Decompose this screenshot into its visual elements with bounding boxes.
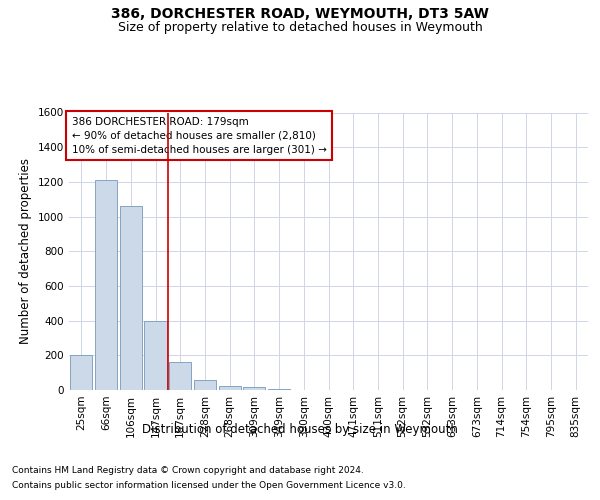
Bar	[243, 388, 265, 390]
Text: Size of property relative to detached houses in Weymouth: Size of property relative to detached ho…	[118, 21, 482, 34]
Text: Contains HM Land Registry data © Crown copyright and database right 2024.: Contains HM Land Registry data © Crown c…	[12, 466, 364, 475]
Bar	[145, 320, 167, 390]
Bar	[119, 206, 142, 390]
Bar	[218, 386, 241, 390]
Text: Distribution of detached houses by size in Weymouth: Distribution of detached houses by size …	[142, 422, 458, 436]
Bar	[95, 180, 117, 390]
Text: Contains public sector information licensed under the Open Government Licence v3: Contains public sector information licen…	[12, 481, 406, 490]
Bar	[169, 362, 191, 390]
Bar	[70, 356, 92, 390]
Text: 386 DORCHESTER ROAD: 179sqm
← 90% of detached houses are smaller (2,810)
10% of : 386 DORCHESTER ROAD: 179sqm ← 90% of det…	[71, 116, 326, 154]
Y-axis label: Number of detached properties: Number of detached properties	[19, 158, 32, 344]
Bar	[194, 380, 216, 390]
Text: 386, DORCHESTER ROAD, WEYMOUTH, DT3 5AW: 386, DORCHESTER ROAD, WEYMOUTH, DT3 5AW	[111, 8, 489, 22]
Bar	[268, 389, 290, 390]
